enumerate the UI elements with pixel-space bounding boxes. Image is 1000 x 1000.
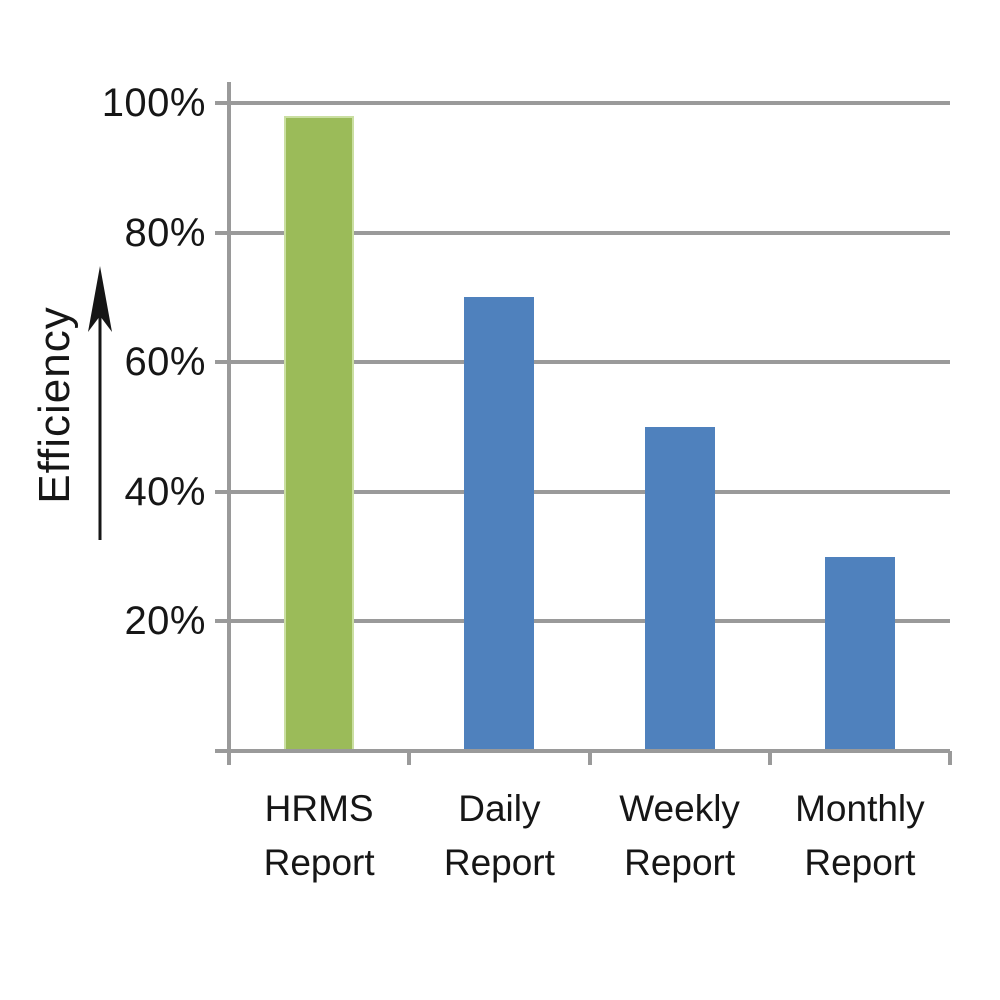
gridline-80% <box>215 230 950 235</box>
x-category-label-daily: Daily Report <box>443 788 555 883</box>
y-tick-label: 80% <box>124 210 206 255</box>
x-axis-line <box>215 749 950 753</box>
bar-daily-report <box>464 297 535 753</box>
bar-monthly-report <box>824 556 895 753</box>
bar-hrms-report <box>284 115 355 753</box>
x-axis-tick <box>768 751 772 765</box>
gridline-100% <box>215 101 950 105</box>
y-axis-line <box>227 82 231 765</box>
y-tick-label: 100% <box>101 81 206 125</box>
x-axis-tick <box>588 751 592 765</box>
gridline-40% <box>215 489 950 494</box>
gridline-20% <box>215 619 950 624</box>
x-category-label-monthly: Monthly Report <box>795 788 925 883</box>
gridline-60% <box>215 360 950 365</box>
bar-weekly-report <box>644 427 715 753</box>
x-category-label-hrms: HRMS Report <box>263 788 375 883</box>
y-tick-label: 60% <box>124 340 206 385</box>
x-axis-tick <box>948 751 952 765</box>
x-axis-tick <box>407 751 411 765</box>
x-category-label-weekly: Weekly Report <box>619 788 740 883</box>
y-tick-label: 40% <box>124 469 206 514</box>
y-axis-arrow-icon <box>88 266 112 540</box>
y-tick-label: 20% <box>124 599 206 644</box>
